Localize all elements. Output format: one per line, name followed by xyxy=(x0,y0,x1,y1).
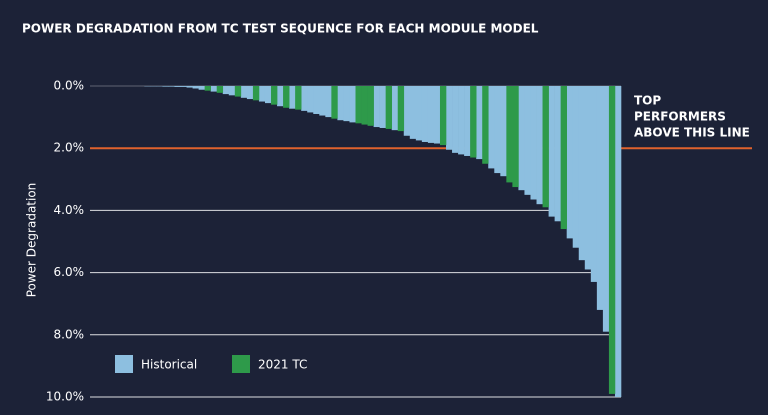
bar xyxy=(458,86,465,155)
bar xyxy=(554,86,561,222)
bar xyxy=(289,86,296,109)
y-tick-label: 10.0% xyxy=(46,390,84,404)
bar xyxy=(186,86,193,88)
bar xyxy=(162,86,169,87)
legend-label: 2021 TC xyxy=(258,358,307,372)
bar xyxy=(572,86,580,248)
bar xyxy=(355,86,362,124)
bar xyxy=(349,86,356,123)
bar xyxy=(198,86,205,90)
bar xyxy=(536,86,543,205)
bar xyxy=(385,86,393,129)
bar xyxy=(452,86,459,153)
bar xyxy=(421,86,429,142)
bar xyxy=(391,86,399,131)
bar xyxy=(331,86,338,119)
bar xyxy=(277,86,284,107)
bar xyxy=(548,86,555,217)
bar xyxy=(204,86,211,91)
chart-title: POWER DEGRADATION FROM TC TEST SEQUENCE … xyxy=(22,22,539,36)
bar xyxy=(427,86,435,143)
reference-label: PERFORMERS xyxy=(634,110,726,124)
bar xyxy=(168,86,175,87)
bar xyxy=(439,86,447,146)
bar xyxy=(216,86,224,93)
bar xyxy=(476,86,483,160)
bar xyxy=(192,86,199,89)
bar xyxy=(283,86,290,108)
bar xyxy=(180,86,187,87)
bar xyxy=(542,86,549,208)
bar xyxy=(295,86,302,110)
bar xyxy=(590,86,598,282)
bar xyxy=(566,86,574,239)
y-tick-label: 2.0% xyxy=(54,141,85,155)
bar xyxy=(446,86,453,150)
bar xyxy=(234,86,242,97)
bar xyxy=(464,86,471,156)
y-axis-label: Power Degradation xyxy=(25,183,39,298)
legend-swatch xyxy=(115,355,133,373)
bar xyxy=(325,86,332,118)
bar xyxy=(319,86,326,116)
y-tick-label: 4.0% xyxy=(54,203,85,217)
bar xyxy=(560,86,567,230)
bar xyxy=(578,86,586,261)
bar xyxy=(482,86,489,164)
legend-swatch xyxy=(232,355,250,373)
bar xyxy=(602,86,610,332)
bar xyxy=(488,86,495,169)
bar xyxy=(307,86,314,113)
bar xyxy=(258,86,266,102)
bar xyxy=(252,86,260,101)
bar xyxy=(361,86,368,125)
bar xyxy=(367,86,374,126)
reference-label: TOP xyxy=(634,94,661,108)
reference-label: ABOVE THIS LINE xyxy=(634,126,750,140)
bar xyxy=(506,86,513,183)
bar xyxy=(530,86,537,200)
bar xyxy=(409,86,417,139)
bar xyxy=(584,86,592,270)
bar xyxy=(240,86,248,98)
bar xyxy=(524,86,531,195)
bar xyxy=(313,86,320,114)
y-tick-label: 6.0% xyxy=(54,265,85,279)
bar xyxy=(518,86,525,191)
legend-label: Historical xyxy=(141,358,197,372)
bar xyxy=(373,86,380,128)
bar xyxy=(596,86,604,310)
bar xyxy=(403,86,411,136)
bar xyxy=(343,86,350,122)
bar xyxy=(210,86,218,92)
bar xyxy=(174,86,181,87)
bar xyxy=(301,86,308,111)
y-tick-label: 0.0% xyxy=(54,79,85,93)
bar xyxy=(222,86,230,95)
bar xyxy=(246,86,254,100)
y-tick-label: 8.0% xyxy=(54,327,85,341)
bar xyxy=(470,86,477,158)
bar xyxy=(337,86,344,121)
bar xyxy=(228,86,236,96)
bar xyxy=(433,86,441,144)
bar xyxy=(397,86,405,132)
bar xyxy=(264,86,272,104)
bar xyxy=(608,86,616,394)
bar xyxy=(512,86,519,188)
bar xyxy=(271,86,278,105)
bar xyxy=(379,86,386,128)
bar xyxy=(500,86,507,177)
bar xyxy=(415,86,423,141)
bar xyxy=(494,86,501,174)
bar xyxy=(614,86,622,397)
